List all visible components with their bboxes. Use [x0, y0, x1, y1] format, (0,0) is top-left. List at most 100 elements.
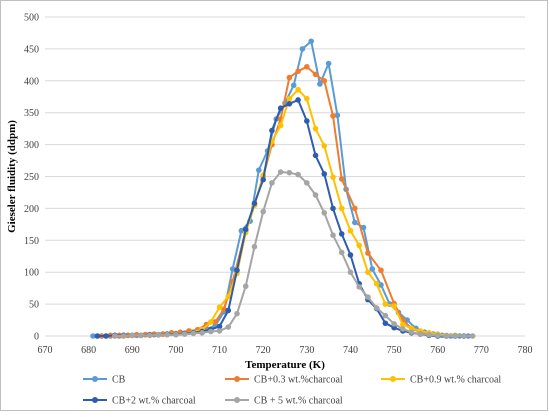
data-point: [391, 324, 397, 331]
x-tick-label: 690: [125, 345, 140, 356]
legend-label: CB+0.3 wt.%charcoal: [254, 375, 343, 386]
data-point: [461, 333, 467, 339]
data-point: [229, 266, 236, 272]
data-point: [369, 266, 376, 272]
data-point: [112, 333, 118, 339]
data-point: [443, 333, 450, 339]
data-point: [373, 305, 380, 311]
data-point: [312, 152, 319, 159]
data-point: [304, 180, 310, 186]
data-point: [295, 68, 301, 75]
series-4: [112, 169, 476, 339]
data-point: [400, 321, 406, 328]
data-point: [216, 323, 223, 330]
series-3: [94, 97, 467, 339]
data-point: [221, 306, 227, 313]
data-point: [321, 143, 328, 149]
legend-item: CB+0.3 wt.%charcoal: [225, 375, 343, 386]
data-point: [299, 46, 306, 52]
data-point: [365, 250, 371, 256]
data-point: [347, 252, 354, 258]
data-point: [352, 219, 358, 226]
data-point: [269, 127, 275, 134]
x-tick-label: 750: [387, 345, 402, 356]
legend-item: CB + 5 wt.% charcoal: [225, 396, 343, 407]
legend-item: CB+2 wt.% charcoal: [83, 396, 196, 407]
data-point: [277, 105, 284, 112]
data-point: [225, 293, 232, 300]
data-point: [199, 330, 205, 336]
data-point: [90, 333, 96, 339]
x-tick-label: 710: [212, 345, 227, 356]
series-line: [93, 40, 469, 337]
data-point: [208, 319, 214, 325]
data-point: [408, 325, 415, 332]
data-point: [312, 125, 319, 132]
data-point: [317, 81, 323, 87]
data-point: [469, 333, 476, 339]
data-point: [330, 113, 336, 119]
data-point: [173, 331, 179, 338]
y-tick-label: 500: [24, 13, 39, 24]
x-tick-label: 670: [38, 345, 53, 356]
legend-swatch-marker: [92, 376, 98, 382]
y-tick-label: 200: [24, 204, 39, 215]
data-point: [238, 227, 245, 234]
data-point: [155, 331, 162, 338]
data-point: [251, 200, 258, 207]
legend-item: CB: [83, 375, 126, 386]
data-point: [286, 169, 293, 176]
data-point: [365, 294, 371, 300]
y-tick-label: 400: [24, 76, 39, 87]
y-tick-label: 350: [24, 108, 39, 119]
data-point: [216, 328, 223, 334]
data-point: [277, 122, 284, 129]
data-point: [277, 169, 284, 175]
data-point: [360, 224, 367, 231]
legend-label: CB + 5 wt.% charcoal: [254, 396, 343, 407]
data-point: [391, 303, 397, 309]
data-point: [352, 205, 358, 212]
gridlines: [45, 16, 525, 337]
data-point: [295, 97, 301, 103]
data-point: [120, 333, 127, 339]
data-point: [208, 328, 214, 335]
data-point: [382, 320, 389, 327]
data-point: [378, 267, 384, 274]
data-point: [212, 319, 218, 325]
data-point: [290, 82, 297, 89]
series-layer: [90, 38, 476, 339]
data-point: [225, 324, 232, 330]
data-point: [321, 210, 328, 216]
series-2: [112, 86, 476, 339]
data-point: [260, 176, 266, 183]
legend-swatch-marker: [390, 376, 396, 382]
data-point: [373, 280, 380, 287]
x-tick-label: 680: [81, 345, 96, 356]
data-point: [242, 283, 249, 290]
data-point: [269, 180, 275, 186]
data-point: [408, 329, 415, 335]
series-0: [90, 38, 472, 339]
data-point: [347, 269, 354, 276]
data-point: [304, 63, 310, 70]
data-point: [256, 167, 262, 173]
series-1: [98, 63, 467, 339]
x-tick-label: 770: [474, 345, 489, 356]
x-tick-label: 730: [299, 345, 314, 356]
data-point: [190, 330, 197, 337]
data-point: [356, 242, 362, 249]
series-line: [97, 98, 464, 337]
data-point: [338, 231, 345, 237]
data-point: [452, 333, 458, 339]
x-tick-label: 780: [518, 345, 533, 356]
data-point: [347, 227, 354, 234]
data-point: [295, 171, 301, 178]
data-point: [216, 304, 223, 311]
data-point: [330, 205, 336, 212]
data-point: [378, 282, 384, 288]
y-tick-label: 450: [24, 44, 39, 55]
data-point: [338, 176, 345, 182]
data-point: [304, 118, 310, 124]
